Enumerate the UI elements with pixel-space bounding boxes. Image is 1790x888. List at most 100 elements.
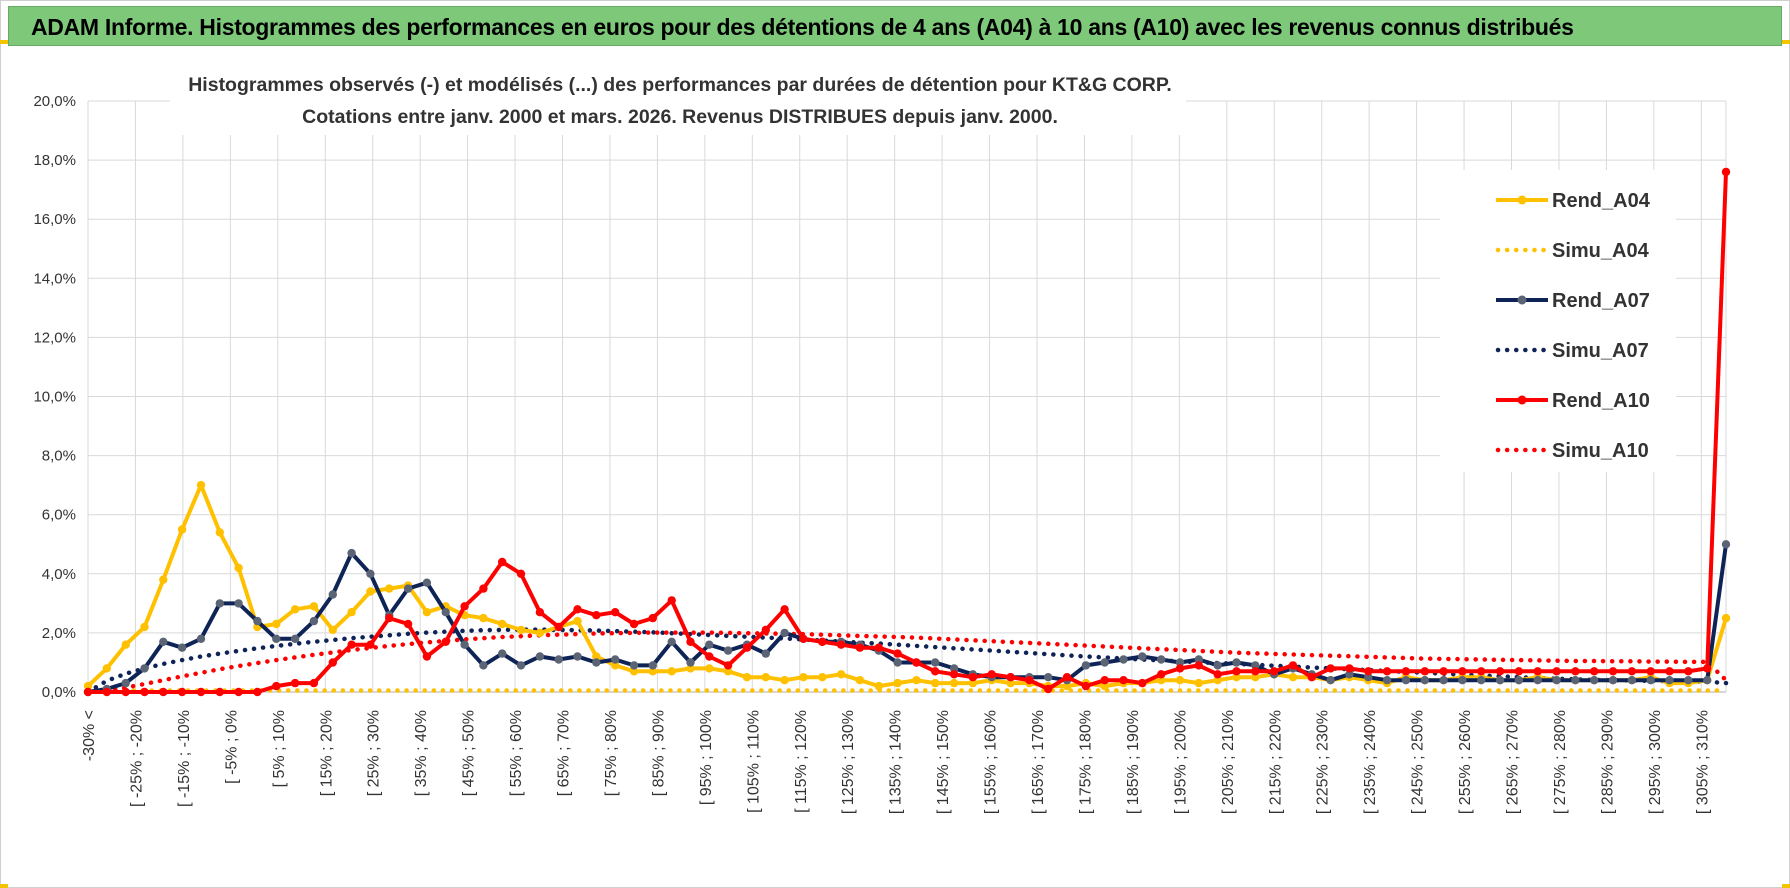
series-rend-a07-point [516, 661, 526, 670]
series-rend-a04-point [611, 661, 620, 670]
series-rend-a04-point [855, 676, 865, 685]
series-rend-a07-point [1458, 676, 1467, 685]
series-rend-a10-point [799, 634, 808, 643]
series-rend-a10-point [516, 569, 526, 578]
series-rend-a10-point [422, 652, 432, 661]
series-rend-a07-point [648, 661, 657, 670]
series-rend-a07-point [554, 655, 563, 664]
legend-label-rend-a07: Rend_A07 [1552, 290, 1650, 312]
data-series [83, 167, 1731, 697]
series-rend-a04-point [1100, 681, 1109, 691]
series-rend-a10-point [253, 687, 262, 697]
series-rend-a04-point [1288, 673, 1298, 682]
series-rend-a04-point [215, 528, 224, 537]
series-rend-a10-point [159, 687, 168, 697]
x-tick-label: [ 225% ; 230% [1315, 710, 1332, 814]
series-rend-a04-point [1062, 681, 1072, 691]
series-rend-a07-point [1721, 540, 1731, 549]
series-rend-a10-point [1175, 664, 1185, 673]
y-axis-tick-labels: 0,0% 2,0% 4,0% 6,0% 8,0% 10,0% 12,0% 14,0% 16,0%… [33, 93, 76, 701]
series-rend-a10-point [215, 687, 224, 697]
series-rend-a10-point [874, 643, 883, 652]
series-rend-a04-point [592, 652, 601, 661]
x-tick-label: [ 25% ; 30% [366, 710, 383, 796]
series-rend-a10-point [1684, 667, 1693, 676]
x-tick-label: [ 285% ; 290% [1599, 710, 1616, 814]
series-rend-a10-point [836, 640, 846, 649]
report-banner: ADAM Informe. Histogrammes des performan… [8, 6, 1782, 46]
y-tick-label: 16,0% [33, 211, 76, 228]
x-tick-label: [ -5% ; 0% [223, 710, 240, 784]
series-rend-a04-point [573, 616, 582, 626]
chart-title-line-2: Cotations entre janv. 2000 et mars. 2026… [302, 106, 1058, 128]
series-rend-a07-point [1665, 676, 1674, 685]
series-rend-a04-point [121, 640, 130, 649]
series-rend-a10-point [403, 619, 413, 629]
series-rend-a10-point [1495, 667, 1505, 676]
series-rend-a04-point [949, 678, 959, 688]
series-rend-a04-point [761, 673, 770, 682]
legend-label-simu-a07: Simu_A07 [1552, 340, 1649, 362]
series-rend-a04-point [159, 575, 168, 584]
series-rend-a04-point [1213, 676, 1222, 685]
series-rend-a10-point [1646, 667, 1655, 676]
series-rend-a10-point [818, 637, 827, 646]
series-rend-a07-point [1571, 676, 1580, 685]
x-tick-label: [ 95% ; 100% [698, 710, 715, 805]
series-rend-a04-point [1721, 613, 1731, 623]
series-rend-a10-point [1119, 676, 1128, 685]
series-rend-a04-point [968, 678, 978, 688]
series-rend-a07-point [177, 643, 187, 652]
x-tick-label: [ 255% ; 260% [1457, 710, 1474, 814]
x-tick-label: [ 175% ; 180% [1077, 710, 1094, 814]
series-rend-a04-point [328, 625, 337, 635]
series-rend-a10-point [498, 557, 507, 567]
series-rend-a07-point [253, 616, 262, 626]
series-rend-a07-point [629, 661, 639, 670]
y-tick-label: 10,0% [33, 389, 76, 406]
series-rend-a07-point [705, 640, 714, 649]
series-rend-a10-point [554, 622, 563, 632]
series-rend-a10-point [723, 661, 733, 670]
x-tick-label: [ 15% ; 20% [318, 710, 335, 796]
series-rend-a04-point [836, 670, 846, 679]
legend-label-rend-a04: Rend_A04 [1552, 190, 1651, 212]
chart-title: Histogrammes observés (-) et modélisés (… [170, 67, 1186, 135]
series-rend-a04-point [686, 664, 695, 673]
x-tick-label: [ -15% ; -10% [176, 710, 193, 807]
x-tick-label: [ 135% ; 140% [888, 710, 905, 814]
series-rend-a10-point [1251, 667, 1260, 676]
series-rend-a10-point [1571, 667, 1580, 676]
series-rend-a04-point [177, 525, 187, 534]
series-rend-a10-point [1420, 667, 1430, 676]
series-rend-a10-point [1514, 667, 1524, 676]
y-tick-label: 2,0% [42, 625, 76, 642]
series-simu-a07-line [85, 627, 1729, 695]
series-rend-a10-point [987, 670, 996, 679]
series-rend-a07-point [1533, 676, 1542, 685]
series-rend-a10-point [705, 652, 714, 661]
series-rend-a10-point [1590, 667, 1599, 676]
series-rend-a10-point [1288, 661, 1298, 670]
y-tick-label: 0,0% [42, 684, 76, 701]
series-rend-a10-point [1194, 661, 1204, 670]
series-rend-a10-point [1232, 667, 1241, 676]
series-rend-a07-point [592, 658, 601, 667]
x-tick-label: [ 5% ; 10% [271, 710, 288, 787]
x-tick-label: [ 155% ; 160% [983, 710, 1000, 814]
series-rend-a07-point [422, 578, 432, 587]
series-rend-a10-point [1364, 667, 1373, 676]
series-rend-a07-point [1251, 661, 1260, 670]
series-rend-a07-point [1213, 661, 1222, 670]
series-rend-a07-point [196, 634, 206, 643]
series-rend-a10-point [140, 687, 149, 697]
series-rend-a04-point [422, 608, 432, 617]
series-rend-a10-point [347, 640, 356, 649]
series-rend-a10-point [83, 687, 93, 697]
series-rend-a07-point [1590, 676, 1599, 685]
series-rend-a04-point [667, 667, 676, 676]
series-rend-a10-point [648, 613, 657, 623]
series-rend-a04-point [102, 664, 112, 673]
series-rend-a04-point [234, 563, 243, 573]
y-tick-label: 6,0% [42, 507, 76, 524]
